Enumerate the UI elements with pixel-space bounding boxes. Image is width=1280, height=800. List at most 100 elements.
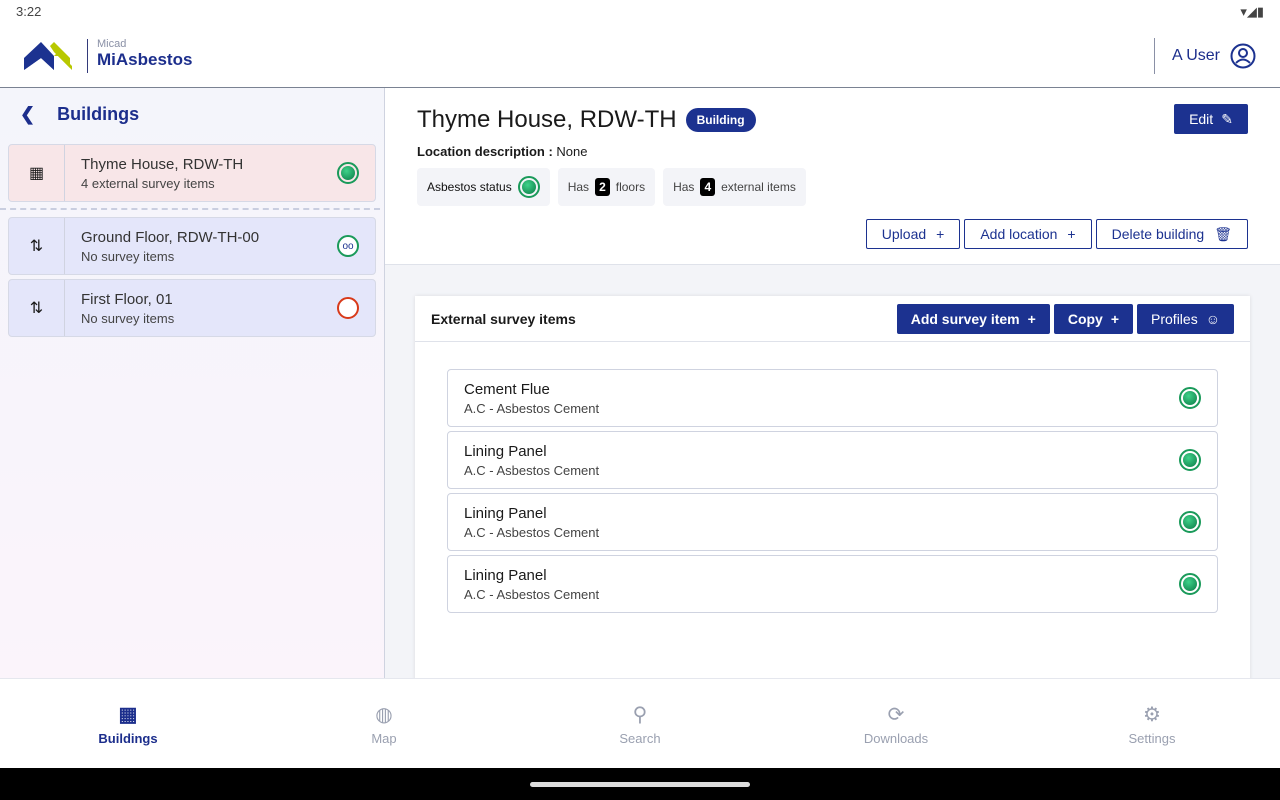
chip-label: Has (673, 180, 695, 194)
item-type: A.C - Asbestos Cement (464, 586, 600, 602)
plus-icon: + (936, 226, 945, 242)
nav-label: Downloads (863, 730, 929, 746)
pencil-icon: ✎ (1221, 110, 1233, 127)
status-red-icon (337, 297, 359, 319)
nav-settings[interactable]: ⚙ Settings (1024, 679, 1280, 768)
company-name: Micad (97, 38, 127, 50)
chip-label: Has (567, 180, 590, 194)
list-item-floor[interactable]: ⇅ First Floor, 01 No survey items (8, 279, 376, 337)
chip-label: external items (721, 180, 796, 194)
page-title: Thyme House, RDW-TH (417, 106, 677, 133)
upload-button[interactable]: Upload + (865, 219, 961, 249)
nav-label: Buildings (98, 730, 158, 746)
asbestos-status-chip: Asbestos status (417, 168, 550, 206)
profiles-label: Profiles (1151, 310, 1198, 327)
trash-icon: 🗑 (1214, 225, 1232, 242)
nav-label: Settings (1128, 730, 1176, 746)
item-name: Lining Panel (464, 504, 547, 522)
nav-map[interactable]: ◍ Map (256, 679, 512, 768)
profiles-icon: ☺ (1205, 310, 1220, 327)
status-green-icon (1179, 449, 1201, 471)
add-location-button[interactable]: Add location + (964, 219, 1092, 249)
item-title: First Floor, 01 (81, 290, 173, 308)
brand: Micad MiAsbestos (87, 39, 192, 73)
item-name: Lining Panel (464, 442, 547, 460)
add-survey-item-button[interactable]: Add survey item + (896, 303, 1050, 334)
survey-item[interactable]: Lining Panel A.C - Asbestos Cement (447, 555, 1218, 613)
elevator-icon: ⇅ (9, 218, 65, 274)
copy-label: Copy (1067, 310, 1103, 327)
system-nav-bar (0, 768, 1280, 800)
edit-button[interactable]: Edit ✎ (1174, 104, 1248, 134)
status-green-icon (1179, 387, 1201, 409)
sidebar-title: Buildings (57, 103, 140, 124)
status-green-icon (337, 162, 359, 184)
status-bar: 3:22 ▾◢▮ (0, 0, 1280, 24)
profiles-button[interactable]: Profiles ☺ (1137, 303, 1234, 334)
external-survey-panel: External survey items Add survey item + C… (415, 296, 1250, 686)
nav-label: Search (619, 730, 661, 746)
user-name: A User (1171, 47, 1220, 64)
search-icon: ⚲ (632, 703, 648, 726)
external-count: 4 (700, 178, 716, 196)
building-icon: ▦ (118, 703, 138, 726)
home-handle[interactable] (530, 782, 750, 787)
nav-buildings[interactable]: ▦ Buildings (0, 679, 256, 768)
loc-label: Location description : (417, 144, 553, 159)
delete-label: Delete building (1111, 226, 1205, 242)
list-item-floor[interactable]: ⇅ Ground Floor, RDW-TH-00 No survey items… (8, 217, 376, 275)
item-title: Thyme House, RDW-TH (81, 155, 244, 173)
system-icons: ▾◢▮ (1240, 4, 1264, 19)
plus-icon: + (1110, 310, 1120, 327)
chip-label: Asbestos status (427, 180, 512, 194)
loc-value: None (556, 144, 588, 159)
account-icon (1230, 43, 1256, 69)
panel-title: External survey items (431, 310, 576, 327)
item-title: Ground Floor, RDW-TH-00 (81, 228, 260, 246)
back-icon[interactable]: ❮ (20, 103, 36, 124)
logo-icon (24, 42, 72, 70)
map-search-icon: ◍ (375, 703, 393, 726)
plus-icon: + (1027, 310, 1036, 327)
clock: 3:22 (16, 4, 42, 19)
building-icon: ▦ (9, 145, 65, 201)
main-content: Thyme House, RDW-TH Building Edit ✎ Locati… (385, 88, 1280, 686)
status-green-icon (1179, 573, 1201, 595)
item-subtitle: No survey items (81, 248, 175, 264)
add-label: Add survey item (910, 310, 1020, 327)
chip-label: floors (615, 180, 646, 194)
survey-item[interactable]: Cement Flue A.C - Asbestos Cement (447, 369, 1218, 427)
item-type: A.C - Asbestos Cement (464, 462, 600, 478)
item-subtitle: No survey items (81, 310, 175, 326)
nav-search[interactable]: ⚲ Search (512, 679, 768, 768)
survey-item[interactable]: Lining Panel A.C - Asbestos Cement (447, 431, 1218, 489)
elevator-icon: ⇅ (9, 280, 65, 336)
type-badge: Building (685, 108, 756, 132)
nav-downloads[interactable]: ⟳ Downloads (768, 679, 1024, 768)
sync-icon: ⟳ (887, 703, 905, 726)
status-goggles-icon: oo (337, 235, 359, 257)
status-green-icon (1179, 511, 1201, 533)
gear-icon: ⚙ (1143, 703, 1161, 726)
floors-count: 2 (595, 178, 610, 196)
app-name: MiAsbestos (97, 50, 193, 69)
copy-button[interactable]: Copy + (1053, 303, 1134, 334)
add-location-label: Add location (980, 226, 1058, 242)
nav-label: Map (371, 730, 397, 746)
delete-building-button[interactable]: Delete building 🗑 (1095, 219, 1248, 249)
external-items-chip: Has 4 external items (663, 168, 806, 206)
survey-item[interactable]: Lining Panel A.C - Asbestos Cement (447, 493, 1218, 551)
item-name: Cement Flue (464, 380, 550, 398)
sidebar: ❮ Buildings ▦ Thyme House, RDW-TH 4 extern… (0, 88, 385, 678)
item-name: Lining Panel (464, 566, 547, 584)
plus-icon: + (1067, 226, 1076, 242)
edit-label: Edit (1189, 111, 1214, 127)
user-menu[interactable]: A User (1153, 38, 1256, 74)
upload-label: Upload (881, 226, 927, 242)
status-green-icon (517, 176, 540, 198)
item-subtitle: 4 external survey items (81, 175, 215, 191)
location-description: Location description : None (417, 144, 588, 159)
item-type: A.C - Asbestos Cement (464, 524, 600, 540)
list-item-building[interactable]: ▦ Thyme House, RDW-TH 4 external survey i… (8, 144, 376, 202)
item-type: A.C - Asbestos Cement (464, 400, 600, 416)
